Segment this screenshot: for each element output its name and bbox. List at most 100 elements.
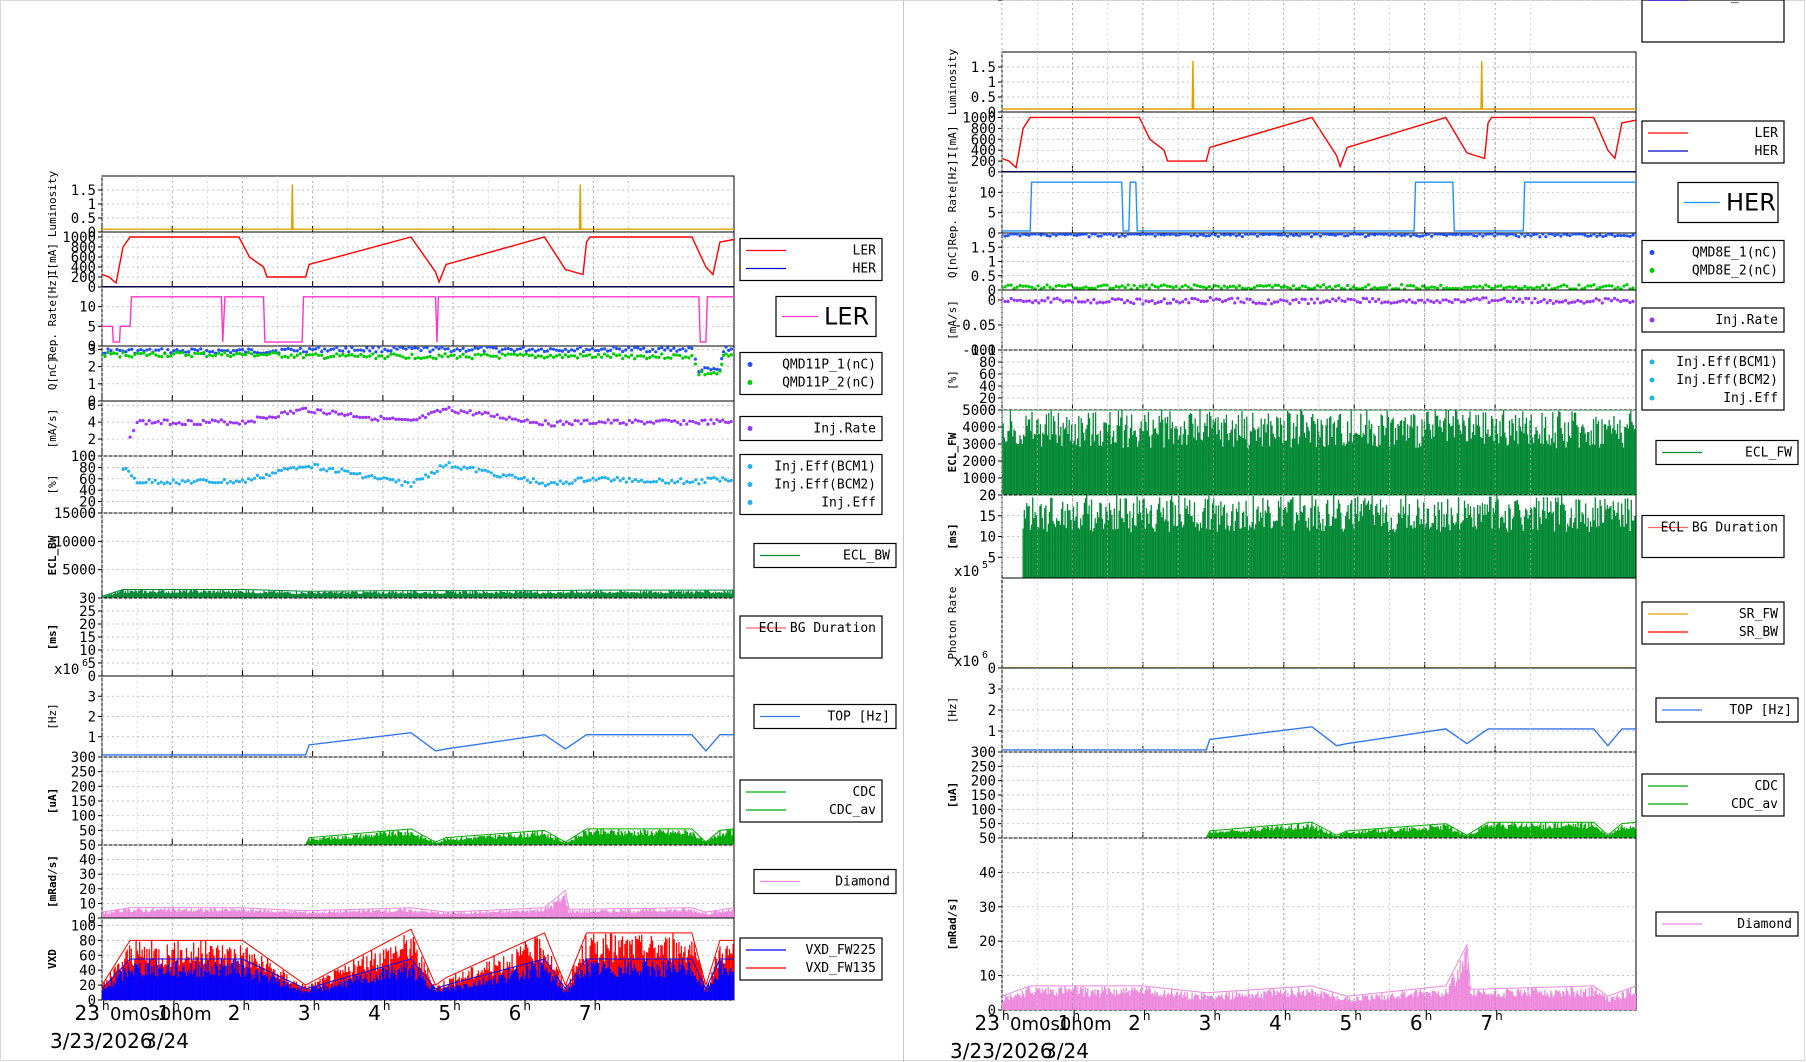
data-point: [530, 347, 534, 351]
data-point: [555, 482, 559, 486]
data-point: [609, 479, 613, 483]
data-point: [443, 347, 447, 351]
data-point: [133, 352, 137, 357]
data-point: [1333, 284, 1338, 289]
data-point: [438, 410, 442, 414]
data-point: [489, 414, 493, 418]
data-point: [376, 418, 380, 422]
data-point: [684, 355, 688, 359]
data-point: [1496, 299, 1500, 303]
plot-area: [102, 346, 733, 377]
data-point: [323, 347, 327, 351]
data-point: [1123, 285, 1127, 290]
data-point: [139, 351, 143, 356]
data-point: [1351, 285, 1356, 289]
data-point: [246, 350, 251, 355]
data-point: [135, 420, 139, 425]
data-point: [406, 480, 410, 485]
data-point: [703, 366, 707, 370]
data-point: [1484, 283, 1488, 287]
data-point: [1582, 301, 1586, 305]
data-point: [706, 422, 710, 426]
data-point: [1204, 234, 1208, 238]
data-point: [225, 422, 229, 427]
data-point: [1595, 234, 1599, 238]
data-point: [1159, 284, 1163, 288]
data-point: [386, 349, 390, 353]
data-point: [374, 350, 378, 354]
data-point: [483, 468, 487, 472]
y-tick-label: 10: [79, 643, 96, 659]
data-point: [645, 350, 649, 354]
y-axis-label: [uA]: [46, 788, 59, 815]
data-point: [507, 473, 511, 477]
data-point: [718, 419, 722, 424]
data-point: [285, 467, 290, 471]
data-point: [298, 465, 302, 469]
data-point: [1600, 301, 1604, 305]
data-point: [642, 354, 646, 358]
data-point: [220, 353, 224, 357]
data-point: [1060, 284, 1064, 288]
data-point: [1024, 233, 1028, 237]
data-point: [1406, 233, 1410, 236]
data-point: [1207, 284, 1211, 289]
data-point: [195, 478, 199, 482]
data-point: [391, 478, 395, 482]
data-point: [106, 347, 110, 351]
data-point: [1076, 300, 1081, 304]
data-point: [1463, 233, 1467, 236]
y-tick-label: 10: [79, 896, 96, 912]
data-point: [169, 354, 173, 358]
data-point: [431, 348, 435, 352]
data-point: [697, 422, 701, 426]
data-point: [1231, 233, 1235, 236]
data-point: [1420, 298, 1424, 302]
data-point: [1216, 284, 1220, 288]
data-point: [512, 352, 516, 356]
data-point: [1577, 233, 1581, 236]
data-point: [344, 354, 348, 358]
data-point: [1472, 233, 1476, 238]
data-point: [1096, 234, 1100, 238]
data-point: [132, 476, 136, 480]
data-point: [313, 462, 317, 466]
data-point: [328, 411, 332, 416]
data-point: [1119, 297, 1124, 302]
y-tick-label: 800: [971, 121, 996, 137]
data-point: [506, 352, 510, 356]
data-point: [121, 467, 125, 471]
data-point: [1514, 299, 1519, 304]
data-point: [1297, 300, 1301, 305]
data-point: [524, 349, 528, 353]
data-point: [1033, 233, 1037, 236]
data-point: [1054, 233, 1058, 238]
data-point: [681, 347, 685, 351]
data-point: [279, 411, 284, 415]
data-point: [1550, 287, 1554, 290]
legend-box: [739, 453, 883, 516]
y-axis-label: [Hz]: [46, 703, 59, 730]
legend-box: [739, 779, 883, 823]
data-point: [1490, 298, 1494, 303]
data-point: [1553, 233, 1557, 238]
data-point: [1270, 233, 1275, 236]
plot-area: [121, 461, 733, 489]
data-point: [1358, 300, 1362, 305]
data-point: [1418, 287, 1422, 290]
data-point: [1354, 233, 1359, 236]
data-point: [603, 421, 607, 425]
data-point: [1282, 284, 1287, 288]
data-point: [1427, 233, 1431, 236]
data-point: [1499, 284, 1503, 288]
plot-frame: [101, 512, 735, 599]
data-point: [1069, 283, 1073, 287]
data-point: [343, 413, 347, 418]
data-point: [578, 346, 583, 349]
data-point: [289, 347, 293, 352]
data-point: [464, 355, 468, 359]
data-point: [1193, 296, 1197, 301]
data-point: [501, 473, 505, 477]
data-point: [567, 482, 571, 486]
